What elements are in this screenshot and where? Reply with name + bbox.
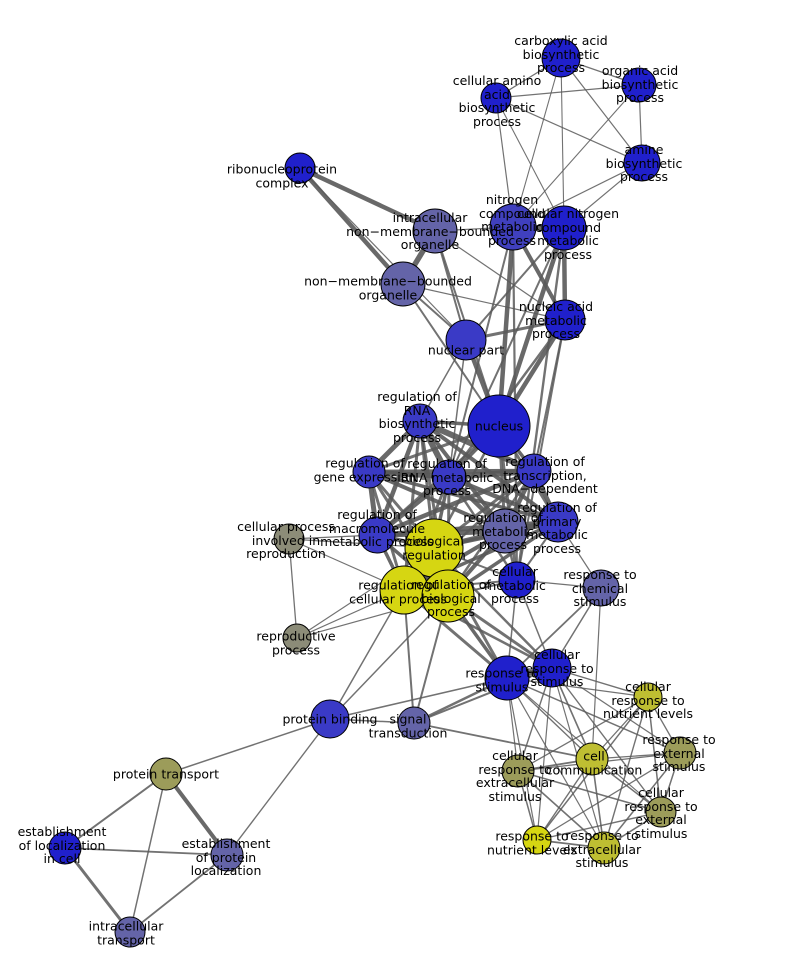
graph-node[interactable] <box>149 757 183 791</box>
graph-edge <box>512 162 643 228</box>
graph-node[interactable] <box>48 831 82 865</box>
graph-edge <box>591 587 602 760</box>
graph-node[interactable] <box>498 561 536 599</box>
graph-node[interactable] <box>575 742 609 776</box>
graph-node[interactable] <box>379 565 429 615</box>
graph-node[interactable] <box>541 38 581 78</box>
graph-node[interactable] <box>352 455 386 489</box>
graph-node[interactable] <box>445 319 487 361</box>
graph-node[interactable] <box>522 825 552 855</box>
graph-edge <box>512 84 640 228</box>
graph-edge <box>506 677 649 698</box>
graph-node[interactable] <box>397 706 431 740</box>
graph-node[interactable] <box>532 648 572 688</box>
graph-edge <box>536 667 553 841</box>
graph-edge <box>63 846 132 934</box>
graph-edge <box>506 677 681 754</box>
graph-node[interactable] <box>482 508 528 554</box>
graph-node[interactable] <box>484 655 530 701</box>
graph-node[interactable] <box>623 144 661 182</box>
graph-edge <box>299 167 467 341</box>
graph-node[interactable] <box>541 205 587 251</box>
graph-node[interactable] <box>645 796 677 828</box>
graph-node[interactable] <box>633 682 663 712</box>
graph-edge <box>560 57 643 164</box>
graph-node[interactable] <box>480 82 512 114</box>
graph-node[interactable] <box>380 261 426 307</box>
graph-edge <box>367 470 507 533</box>
graph-edge <box>495 84 640 99</box>
graph-node[interactable] <box>501 754 535 788</box>
graph-node[interactable] <box>282 623 312 653</box>
graph-edge <box>512 57 562 228</box>
graph-edge <box>129 854 228 933</box>
graph-edge <box>517 770 662 813</box>
graph-node[interactable] <box>582 569 620 607</box>
graph-node[interactable] <box>516 453 552 489</box>
graph-edge <box>603 752 681 849</box>
graph-node[interactable] <box>210 838 244 872</box>
graph-edge <box>496 224 516 429</box>
graph-edge <box>413 722 593 760</box>
graph-edge <box>226 718 331 856</box>
graph-node[interactable] <box>663 736 697 770</box>
graph-edge <box>288 538 298 639</box>
graph-edge <box>551 667 681 754</box>
graph-edge <box>164 772 229 857</box>
graph-edge <box>64 773 167 849</box>
graph-node[interactable] <box>431 459 467 495</box>
graph-edge <box>517 696 649 772</box>
graph-edge <box>402 283 566 321</box>
graph-edge <box>129 773 167 933</box>
graph-edge <box>465 227 565 341</box>
graph-edge <box>434 230 566 321</box>
graph-node[interactable] <box>284 152 316 184</box>
graph-node[interactable] <box>537 501 579 543</box>
graph-node[interactable] <box>467 394 531 458</box>
graph-edge <box>165 718 331 775</box>
graph-edge <box>297 165 438 234</box>
graph-edge <box>64 847 228 856</box>
edge-layer <box>63 57 681 934</box>
graph-node[interactable] <box>621 67 657 103</box>
graph-edge <box>495 97 565 229</box>
graph-edge <box>517 770 605 849</box>
graph-node[interactable] <box>544 299 586 341</box>
graph-edge <box>448 339 467 478</box>
graph-edge <box>551 667 662 813</box>
graph-edge <box>329 677 508 720</box>
graph-node[interactable] <box>310 699 350 739</box>
graph-edge <box>495 97 643 164</box>
graph-edge <box>374 468 537 538</box>
graph-node[interactable] <box>114 916 146 948</box>
graph-edge <box>560 57 565 229</box>
graph-edge <box>506 677 605 849</box>
graph-node[interactable] <box>412 208 458 254</box>
graph-node[interactable] <box>587 831 621 865</box>
graph-node[interactable] <box>402 403 438 439</box>
graph-node[interactable] <box>421 569 475 623</box>
node-layer <box>48 38 697 948</box>
graph-edge <box>536 811 662 841</box>
graph-edge <box>329 595 449 720</box>
graph-edge <box>297 165 406 287</box>
graph-node[interactable] <box>489 203 537 251</box>
graph-node[interactable] <box>358 516 396 554</box>
graph-node[interactable] <box>273 523 305 555</box>
